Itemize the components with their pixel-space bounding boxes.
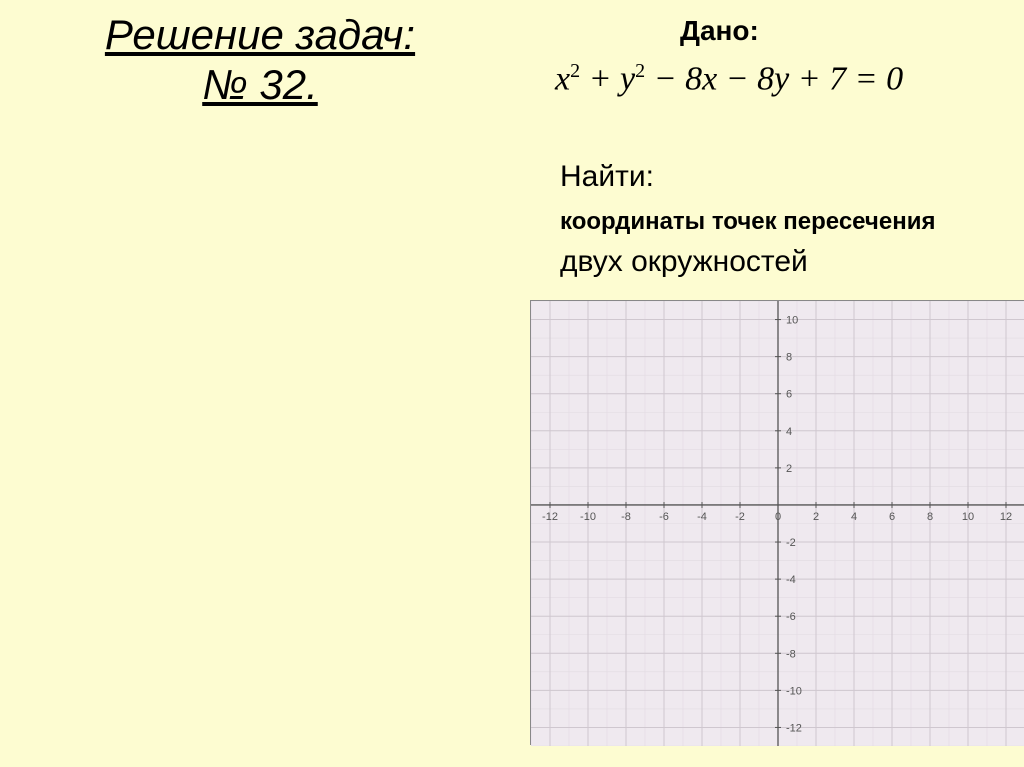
svg-text:-6: -6 xyxy=(786,611,796,623)
svg-text:-4: -4 xyxy=(786,574,796,586)
svg-text:-2: -2 xyxy=(786,537,796,549)
svg-text:-10: -10 xyxy=(786,685,802,697)
title-line-1: Решение задач: xyxy=(105,11,415,58)
svg-text:-6: -6 xyxy=(659,511,669,523)
svg-text:2: 2 xyxy=(813,511,819,523)
svg-text:6: 6 xyxy=(889,511,895,523)
svg-text:-10: -10 xyxy=(580,511,596,523)
eq-y-exp: 2 xyxy=(635,60,645,82)
coordinate-grid: -12 -10 -8 -6 -4 -2 0 2 4 6 8 10 12 -12 -10 -8 -6 -4 -2 2 4 6… xyxy=(530,300,1024,745)
svg-text:8: 8 xyxy=(786,352,792,364)
eq-y: y xyxy=(620,60,635,97)
svg-text:-8: -8 xyxy=(786,648,796,660)
given-label: Дано: xyxy=(680,15,759,47)
svg-text:0: 0 xyxy=(775,511,781,523)
svg-text:4: 4 xyxy=(786,426,792,438)
eq-plus1: + xyxy=(580,60,620,97)
find-label: Найти: xyxy=(560,160,654,194)
eq-x: x xyxy=(555,60,570,97)
svg-text:8: 8 xyxy=(927,511,933,523)
title-line-2: № 32. xyxy=(202,61,318,108)
svg-text:2: 2 xyxy=(786,463,792,475)
eq-x-exp: 2 xyxy=(570,60,580,82)
svg-text:-12: -12 xyxy=(542,511,558,523)
svg-text:12: 12 xyxy=(1000,511,1012,523)
equation: x2 + y2 − 8x − 8y + 7 = 0 xyxy=(555,60,903,98)
svg-text:-4: -4 xyxy=(697,511,707,523)
svg-text:10: 10 xyxy=(786,315,798,327)
grid-svg: -12 -10 -8 -6 -4 -2 0 2 4 6 8 10 12 -12 -10 -8 -6 -4 -2 2 4 6… xyxy=(531,301,1024,746)
svg-text:-12: -12 xyxy=(786,722,802,734)
eq-rest: − 8x − 8y + 7 = 0 xyxy=(645,60,903,97)
page-title: Решение задач: № 32. xyxy=(40,10,480,111)
svg-text:-2: -2 xyxy=(735,511,745,523)
svg-text:6: 6 xyxy=(786,389,792,401)
svg-text:10: 10 xyxy=(962,511,974,523)
find-text-2: двух окружностей xyxy=(560,245,808,279)
svg-text:-8: -8 xyxy=(621,511,631,523)
find-text-1: координаты точек пересечения xyxy=(560,208,935,236)
svg-text:4: 4 xyxy=(851,511,857,523)
